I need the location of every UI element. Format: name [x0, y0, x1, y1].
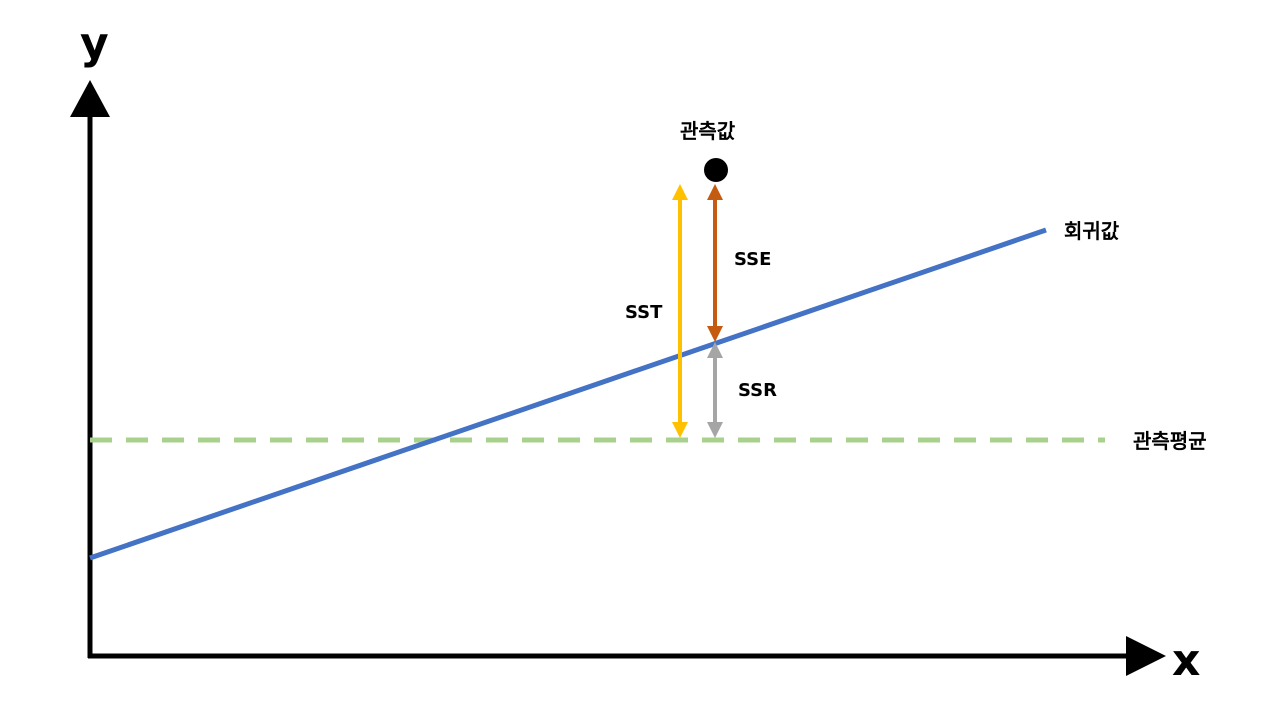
- mean-label: 관측평균: [1133, 429, 1207, 453]
- observed-label: 관측값: [680, 119, 736, 143]
- sse-label: SSE: [734, 249, 771, 270]
- sst-label: SST: [625, 302, 663, 323]
- x-axis-label: x: [1172, 635, 1200, 686]
- observed-point: [704, 158, 728, 182]
- y-axis-arrowhead: [70, 80, 110, 117]
- regression-line: [89, 227, 1047, 561]
- regression-label: 회귀값: [1064, 219, 1120, 243]
- ssr-label: SSR: [738, 380, 777, 401]
- x-axis-arrowhead: [1126, 636, 1166, 676]
- y-axis-label: y: [80, 18, 109, 69]
